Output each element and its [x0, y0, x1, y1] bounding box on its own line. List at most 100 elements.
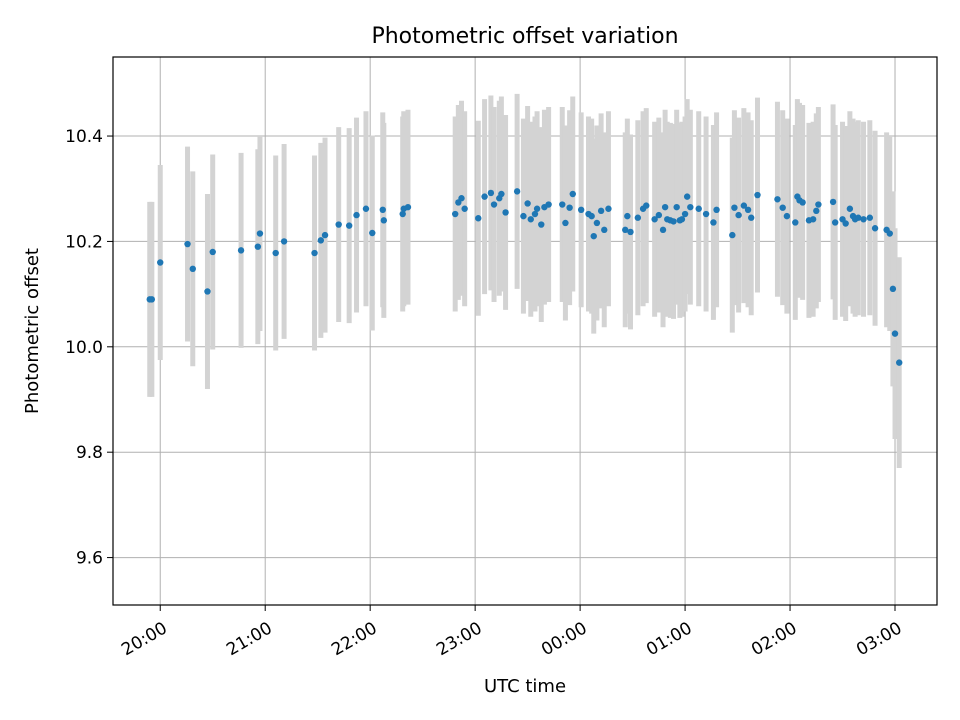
data-point: [735, 211, 742, 219]
data-point: [681, 210, 689, 218]
data-point: [311, 249, 318, 257]
data-point: [634, 214, 642, 221]
data-point: [569, 190, 576, 198]
data-point: [744, 206, 752, 214]
chart-title: Photometric offset variation: [371, 24, 678, 49]
data-point: [533, 205, 541, 212]
data-point: [702, 210, 710, 218]
data-point: [774, 196, 781, 203]
data-point: [799, 199, 806, 206]
data-point: [379, 206, 386, 214]
data-point: [317, 237, 325, 244]
data-point: [687, 203, 694, 211]
data-point: [520, 212, 527, 220]
data-point: [498, 190, 505, 198]
data-point: [809, 216, 817, 223]
plot-frame: [112, 56, 938, 606]
data-point: [860, 216, 867, 223]
data-point: [254, 243, 262, 250]
data-point: [643, 202, 650, 209]
y-axis-label: Photometric offset: [22, 248, 43, 414]
data-point: [889, 285, 897, 293]
data-point: [399, 210, 406, 218]
data-point: [713, 206, 720, 214]
data-point: [661, 203, 669, 211]
data-point: [451, 210, 459, 218]
data-point: [855, 214, 862, 221]
data-point: [655, 211, 663, 219]
data-point: [813, 207, 820, 215]
data-point: [237, 247, 245, 254]
data-point: [380, 217, 388, 224]
data-point: [829, 198, 837, 206]
y-tick-label: 9.6: [76, 549, 103, 569]
data-point: [896, 359, 903, 366]
data-point: [624, 212, 631, 220]
data-point: [842, 220, 849, 227]
data-point: [475, 215, 482, 222]
data-point: [651, 216, 658, 223]
data-point: [695, 205, 702, 212]
data-point: [891, 330, 899, 337]
data-point: [566, 204, 573, 211]
data-point: [748, 214, 755, 221]
data-point: [272, 249, 279, 257]
data-point: [513, 188, 521, 195]
data-point: [831, 219, 839, 226]
data-point: [481, 193, 488, 200]
y-tick-label: 9.8: [76, 443, 103, 463]
y-tick-label: 10.0: [65, 338, 103, 358]
data-point: [490, 201, 498, 208]
data-point: [353, 211, 360, 219]
data-point: [588, 212, 595, 220]
data-point: [792, 219, 799, 226]
data-point: [204, 288, 211, 295]
data-point: [148, 296, 156, 303]
data-point: [627, 228, 634, 236]
data-point: [362, 205, 370, 212]
data-point: [670, 218, 677, 225]
data-point: [527, 216, 534, 223]
data-point: [597, 207, 605, 215]
data-point: [846, 205, 854, 212]
x-axis-label: UTC time: [484, 676, 566, 697]
data-point: [871, 225, 879, 232]
data-point: [280, 238, 288, 245]
data-point: [731, 204, 738, 211]
data-point: [678, 216, 686, 223]
data-point: [590, 232, 597, 240]
data-point: [531, 210, 539, 218]
data-point: [538, 221, 545, 228]
y-tick-label: 10.4: [65, 127, 103, 147]
data-point: [345, 222, 353, 229]
data-point: [458, 195, 465, 202]
data-point: [562, 219, 569, 227]
data-point: [683, 193, 691, 200]
data-point: [783, 212, 791, 220]
data-point: [461, 205, 468, 212]
data-point: [710, 219, 717, 226]
data-point: [740, 202, 748, 209]
data-point: [209, 248, 216, 256]
data-point: [335, 221, 342, 228]
data-point: [559, 201, 566, 208]
data-points: [146, 188, 903, 366]
y-axis-ticks: 9.6 9.8 10.0 10.2 10.4: [65, 127, 113, 569]
data-point: [886, 230, 893, 237]
data-point: [404, 203, 412, 211]
data-point: [622, 226, 629, 234]
data-point: [593, 219, 601, 227]
data-point: [673, 203, 680, 211]
data-point: [779, 204, 786, 211]
data-point: [754, 191, 761, 199]
data-point: [524, 200, 531, 207]
y-tick-label: 10.2: [65, 232, 103, 252]
data-point: [729, 231, 736, 239]
data-point: [866, 214, 874, 221]
data-point: [545, 201, 552, 208]
data-point: [189, 265, 196, 273]
data-point: [487, 189, 495, 197]
data-point: [577, 206, 585, 214]
data-point: [157, 259, 164, 266]
